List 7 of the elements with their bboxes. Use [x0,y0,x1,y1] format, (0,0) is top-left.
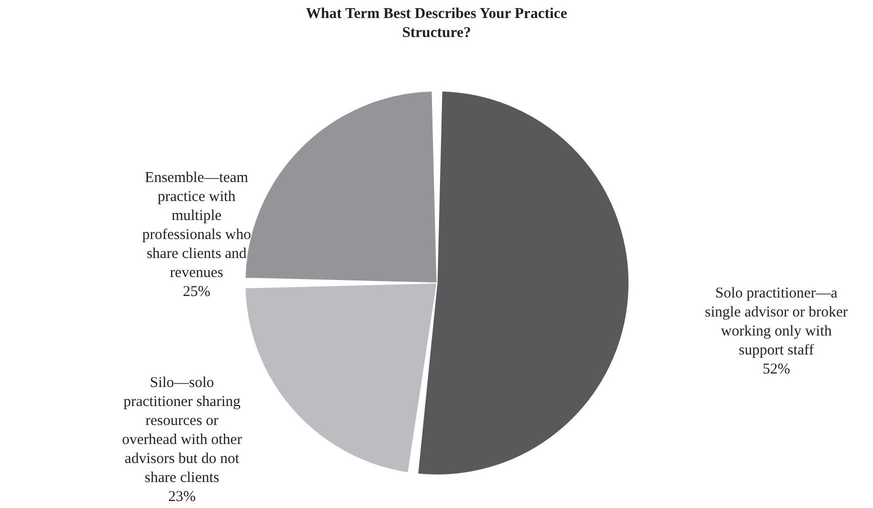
slice-label: Silo—solo practitioner sharing resources or overhead with other advisors but do not share clients [122,375,242,486]
chart-title: What Term Best Describes Your Practice Structure? [306,6,568,41]
slice-label: Solo practitioner—a single advisor or broker working only with support staff [704,285,848,358]
data-label: 52% [762,361,790,378]
data-label: 25% [182,284,210,300]
data-label: 23% [168,489,196,506]
slice-label: Ensemble—team practice with multiple professionals who share clients and revenues [142,170,251,281]
